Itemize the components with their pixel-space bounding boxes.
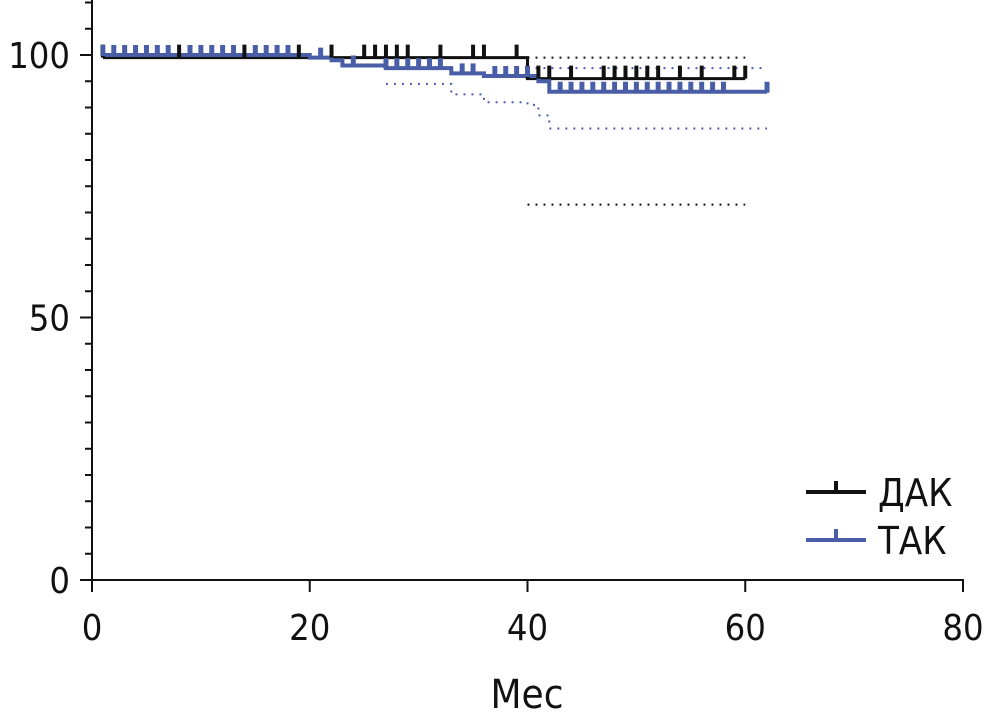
x-tick-label: 20 (289, 608, 330, 649)
x-tick-label: 60 (725, 608, 766, 649)
confidence-intervals (385, 56, 768, 206)
y-tick-label: 100 (8, 36, 70, 77)
y-tick-label: 0 (49, 561, 70, 602)
y-ticks: 0 50 100 (8, 1, 92, 602)
y-tick-label: 50 (29, 299, 70, 340)
x-tick-label: 80 (942, 608, 983, 649)
x-axis-title: Мес (491, 672, 564, 718)
ci-lower-line-1 (385, 82, 768, 130)
legend-label: ТАК (877, 519, 947, 563)
censor-marks (100, 44, 770, 93)
x-tick-label: 0 (82, 608, 103, 649)
x-ticks: 0 20 40 60 80 (82, 580, 984, 649)
legend-label: ДАК (878, 471, 952, 515)
x-tick-label: 40 (507, 608, 548, 649)
